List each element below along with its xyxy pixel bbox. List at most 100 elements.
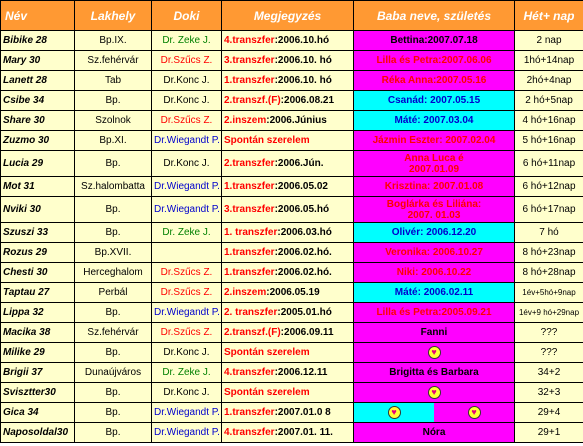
cell-weeks: 1év+9 hó+29nap [514, 302, 583, 323]
cell-note: 2.transzfer:2006.Jún. [221, 150, 354, 177]
cell-baby: Máté: 2006.02.11 [353, 282, 515, 303]
cell-place: Dunaújváros [74, 362, 152, 383]
cell-note: Spontán szerelem [221, 382, 354, 403]
cell-place: Sz.fehérvár [74, 50, 152, 71]
header-doki: Doki [151, 0, 222, 31]
cell-note: 3.transzfer:2006.10. hó [221, 50, 354, 71]
cell-place: Bp.XVII. [74, 242, 152, 263]
cell-note: 1.transzfer:2006.02.hó. [221, 262, 354, 283]
cell-place: Bp. [74, 150, 152, 177]
note-date: :2006.12.11 [274, 367, 328, 378]
cell-weeks: 29+1 [514, 422, 583, 443]
table-row: Csibe 34 Bp. Dr.Konc J. 2.transzf.(F):2006.… [0, 90, 583, 111]
note-procedure: 2.transzfer [224, 158, 275, 169]
baby-name: Krisztina: 2007.01.08 [384, 181, 484, 192]
cell-weeks: 7 hó [514, 222, 583, 243]
cell-name: Lanett 28 [0, 70, 75, 91]
cell-weeks: 29+4 [514, 402, 583, 423]
cell-baby: Réka Anna:2007.05.16 [353, 70, 515, 91]
table-row: Nviki 30 Bp. Dr.Wiegandt P. 3.transzfer:200… [0, 196, 583, 223]
cell-baby: Lilla és Petra:2007.06.06 [353, 50, 515, 71]
note-date: :2006.10.hó [274, 35, 330, 46]
table-row: Milike 29 Bp. Dr.Konc J. Spontán szerelem ♥?… [0, 342, 583, 363]
cell-baby: Bettina:2007.07.18 [353, 30, 515, 51]
table-row: Lucia 29 Bp. Dr.Konc J. 2.transzfer:2006.Jú… [0, 150, 583, 177]
cell-baby: Olivér: 2006.12.20 [353, 222, 515, 243]
cell-name: Mary 30 [0, 50, 75, 71]
cell-doctor: Dr. Zeke J. [151, 222, 222, 243]
cell-place: Bp. [74, 196, 152, 223]
header-lakhely: Lakhely [74, 0, 152, 31]
table-row: Brigii 37 Dunaújváros Dr. Zeke J. 4.transzf… [0, 362, 583, 383]
cell-note: Spontán szerelem [221, 342, 354, 363]
cell-weeks: ??? [514, 342, 583, 363]
note-procedure: 4.transzfer [224, 35, 275, 46]
baby-name: Csanád: 2007.05.15 [387, 95, 481, 106]
cell-place: Szolnok [74, 110, 152, 131]
cell-baby: Brigitta és Barbara [353, 362, 515, 383]
table-row: Macika 38 Sz.fehérvár Dr.Szűcs Z. 2.transzf… [0, 322, 583, 343]
cell-weeks: 8 hó+23nap [514, 242, 583, 263]
cell-doctor: Dr. Zeke J. [151, 30, 222, 51]
note-procedure: 2.inszem [224, 287, 267, 298]
cell-place: Bp. [74, 342, 152, 363]
cell-baby: Krisztina: 2007.01.08 [353, 176, 515, 197]
cell-baby: ♥ [353, 342, 515, 363]
cell-doctor: Dr.Szűcs Z. [151, 110, 222, 131]
note-date: :2006.05.19 [266, 287, 320, 298]
cell-note: 1.transzfer:2007.01.0 8 [221, 402, 354, 423]
heart-smiley-icon: ♥ [427, 346, 441, 359]
cell-name: Naposoldal30 [0, 422, 75, 443]
table-row: Naposoldal30 Bp. Dr.Wiegandt P. 4.transzfer… [0, 422, 583, 443]
note-date: :2006.05.hó [274, 204, 330, 215]
table-row: Mary 30 Sz.fehérvár Dr.Szűcs Z. 3.transzfer… [0, 50, 583, 71]
baby-half-left: ♥ [354, 403, 434, 422]
header-nev: Név [0, 0, 75, 31]
cell-weeks: 6 hó+11nap [514, 150, 583, 177]
cell-name: Gica 34 [0, 402, 75, 423]
cell-baby: ♥ [353, 382, 515, 403]
note-procedure: 3.transzfer [224, 55, 275, 66]
cell-note: 4.transzfer:2006.12.11 [221, 362, 354, 383]
cell-name: Lucia 29 [0, 150, 75, 177]
cell-name: Chesti 30 [0, 262, 75, 283]
cell-name: Milike 29 [0, 342, 75, 363]
baby-split: ♥ ♥ [354, 403, 514, 422]
cell-note: 3.transzfer:2006.05.hó [221, 196, 354, 223]
table-row: Gica 34 Bp. Dr.Wiegandt P. 1.transzfer:2007… [0, 402, 583, 423]
cell-weeks: 5 hó+16nap [514, 130, 583, 151]
heart-smiley-icon: ♥ [427, 386, 441, 399]
note-procedure: Spontán szerelem [224, 387, 310, 398]
cell-baby: Jázmin Eszter: 2007.02.04 [353, 130, 515, 151]
cell-baby: Csanád: 2007.05.15 [353, 90, 515, 111]
cell-weeks: ??? [514, 322, 583, 343]
note-date: :2006.02.hó. [274, 247, 332, 258]
baby-name: Fanni [420, 327, 448, 338]
note-procedure: 2.inszem [224, 115, 267, 126]
cell-doctor [151, 242, 222, 263]
cell-note: 1.transzfer:2006.05.02 [221, 176, 354, 197]
baby-name: Anna Luca é [404, 152, 464, 164]
cell-baby: Veronika: 2006.10.27 [353, 242, 515, 263]
cell-weeks: 1hó+14nap [514, 50, 583, 71]
table-row: Chesti 30 Herceghalom Dr.Szűcs Z. 1.transzf… [0, 262, 583, 283]
cell-note: 2.transzf.(F):2006.09.11 [221, 322, 354, 343]
header-het-nap: Hét+ nap [514, 0, 583, 31]
cell-note: 1.transzfer:2006.10. hó [221, 70, 354, 91]
baby-name: Lilla és Petra:2005.09.21 [376, 307, 492, 318]
cell-place: Herceghalom [74, 262, 152, 283]
cell-doctor: Dr.Konc J. [151, 382, 222, 403]
cell-doctor: Dr.Wiegandt P. [151, 402, 222, 423]
cell-doctor: Dr.Szűcs Z. [151, 322, 222, 343]
baby-name: Máté: 2007.03.04 [394, 115, 474, 126]
baby-name: Nóra [422, 427, 446, 438]
cell-weeks: 8 hó+28nap [514, 262, 583, 283]
baby-name: Lilla és Petra:2007.06.06 [376, 55, 492, 66]
cell-name: Csibe 34 [0, 90, 75, 111]
baby-name: Niki: 2006.10.22 [396, 267, 472, 278]
baby-name: Brigitta és Barbara [389, 367, 479, 378]
note-date: :2006.03.hó [277, 227, 332, 238]
cell-place: Bp. [74, 222, 152, 243]
cell-place: Bp. [74, 422, 152, 443]
